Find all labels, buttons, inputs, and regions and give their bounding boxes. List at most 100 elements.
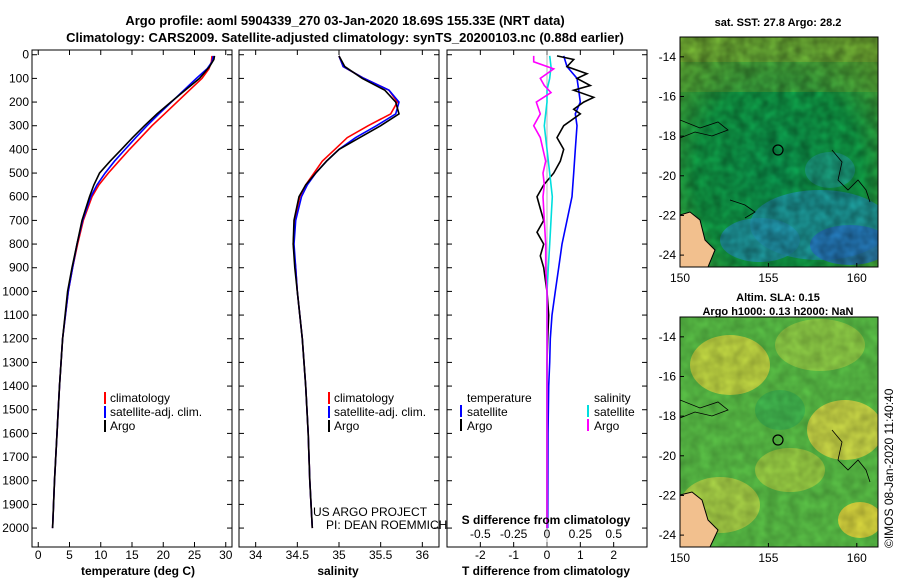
series-line-climatology — [51, 55, 213, 529]
depth-tick-label: 1600 — [2, 426, 29, 440]
salinity-xlabel: salinity — [317, 564, 359, 578]
legend-climatology: climatology — [334, 391, 394, 405]
depth-tick-label: 2000 — [2, 521, 29, 535]
title-line-2: Climatology: CARS2009. Satellite-adjuste… — [66, 30, 624, 45]
salinity-panel — [238, 49, 440, 548]
map-lon-label: 160 — [847, 271, 867, 285]
depth-tick-label: 1200 — [2, 332, 29, 346]
difference-legend: temperature satellite Argo salinity sate… — [460, 391, 635, 433]
series-line-satellite-adj-clim- — [51, 55, 215, 529]
sla-map — [680, 317, 878, 547]
series-line-argo — [292, 55, 400, 529]
depth-tick-label: 1500 — [2, 403, 29, 417]
x-tick-label: 35.5 — [369, 548, 393, 562]
x-tick-label: 2 — [610, 548, 617, 562]
depth-tick-label: 1300 — [2, 355, 29, 369]
x-tick-label: 34 — [249, 548, 263, 562]
map-lon-label: 150 — [670, 551, 690, 565]
s-diff-label: S difference from climatology — [462, 513, 631, 527]
sst-map — [680, 37, 878, 267]
credit-pi: PI: DEAN ROEMMICH — [326, 518, 447, 532]
x-tick-label: 10 — [94, 548, 108, 562]
depth-tick-label: 1700 — [2, 450, 29, 464]
map-lat-label: -14 — [659, 50, 677, 64]
temperature-xlabel: temperature (deg C) — [81, 564, 195, 578]
difference-plot: -2 -1 0 1 2-0.5 -0.25 0 0.25 0.5 — [470, 50, 622, 562]
series-line-temperature-argo — [536, 55, 596, 529]
s-tick-label: 0.25 — [569, 527, 593, 541]
map-lon-label: 155 — [758, 551, 778, 565]
x-tick-label: 30 — [219, 548, 233, 562]
legend-t-satellite: satellite — [467, 405, 508, 419]
depth-tick-label: 100 — [9, 71, 29, 85]
map-lat-label: -16 — [659, 369, 677, 383]
depth-tick-label: 200 — [9, 95, 29, 109]
depth-tick-label: 1400 — [2, 379, 29, 393]
depth-tick-label: 800 — [9, 237, 29, 251]
legend-satellite-adj: satellite-adj. clim. — [334, 405, 426, 419]
x-tick-label: -2 — [475, 548, 486, 562]
map-lat-label: -20 — [659, 449, 677, 463]
series-line-salinity-argo — [532, 55, 556, 529]
s-tick-label: -0.5 — [470, 527, 491, 541]
salinity-legend: climatology satellite-adj. clim. Argo — [328, 391, 426, 433]
depth-axis: 0 100 200 300 400 500 600 700 800 900 1000 1100 1200… — [2, 48, 647, 535]
map-lat-label: -24 — [659, 248, 677, 262]
map-lat-label: -24 — [659, 528, 677, 542]
sst-map-title: sat. SST: 27.8 Argo: 28.2 — [715, 17, 842, 29]
legend-climatology: climatology — [110, 391, 170, 405]
depth-tick-label: 1800 — [2, 474, 29, 488]
legend-s-satellite: satellite — [594, 405, 635, 419]
watermark: ©IMOS 08-Jan-2020 11:40:40 — [882, 388, 896, 548]
legend-salinity-heading: salinity — [594, 391, 631, 405]
depth-tick-label: 400 — [9, 142, 29, 156]
map-lat-label: -18 — [659, 129, 677, 143]
map-axes: -14 -16 -18 -20 -22 -24 150 155 160 -14 -16 -18 -20 -… — [659, 50, 867, 565]
x-tick-label: 25 — [188, 548, 202, 562]
s-tick-label: 0.5 — [605, 527, 622, 541]
legend-satellite-adj: satellite-adj. clim. — [110, 405, 202, 419]
depth-tick-label: 500 — [9, 166, 29, 180]
series-line-argo — [51, 55, 216, 529]
x-tick-label: 0 — [35, 548, 42, 562]
map-lat-label: -14 — [659, 330, 677, 344]
map-lat-label: -16 — [659, 89, 677, 103]
t-diff-xlabel: T difference from climatology — [462, 564, 630, 578]
legend-argo: Argo — [110, 419, 136, 433]
salinity-plot: 34 34.5 35 35.5 36 — [249, 50, 429, 562]
credit-project: US ARGO PROJECT — [313, 505, 428, 519]
x-tick-label: 15 — [125, 548, 139, 562]
legend-temperature-heading: temperature — [467, 391, 532, 405]
map-lon-label: 155 — [758, 271, 778, 285]
x-tick-label: 20 — [157, 548, 171, 562]
depth-tick-label: 1000 — [2, 284, 29, 298]
x-tick-label: 1 — [577, 548, 584, 562]
x-tick-label: 36 — [416, 548, 430, 562]
s-tick-label: -0.25 — [500, 527, 528, 541]
argo-float-marker — [772, 434, 784, 446]
x-tick-label: 34.5 — [286, 548, 310, 562]
title-line-1: Argo profile: aoml 5904339_270 03-Jan-20… — [125, 13, 564, 28]
x-tick-label: -1 — [508, 548, 519, 562]
depth-tick-label: 600 — [9, 190, 29, 204]
map-lat-label: -18 — [659, 409, 677, 423]
x-tick-label: 35 — [332, 548, 346, 562]
series-line-salinity-satellite — [543, 55, 554, 529]
temperature-panel — [31, 49, 233, 548]
map-lon-label: 160 — [847, 551, 867, 565]
legend-s-argo: Argo — [594, 419, 620, 433]
map-lat-label: -22 — [659, 488, 677, 502]
map-lat-label: -20 — [659, 169, 677, 183]
depth-tick-label: 900 — [9, 261, 29, 275]
legend-argo: Argo — [334, 419, 360, 433]
sla-map-title-1: Altim. SLA: 0.15 — [736, 292, 820, 304]
depth-tick-label: 1100 — [3, 308, 29, 322]
map-lon-label: 150 — [670, 271, 690, 285]
depth-tick-label: 0 — [22, 48, 29, 62]
temperature-legend: climatology satellite-adj. clim. Argo — [104, 391, 202, 433]
sla-map-title-2: Argo h1000: 0.13 h2000: NaN — [702, 306, 853, 318]
x-tick-label: 5 — [66, 548, 73, 562]
depth-tick-label: 300 — [9, 119, 29, 133]
depth-tick-label: 700 — [9, 213, 29, 227]
